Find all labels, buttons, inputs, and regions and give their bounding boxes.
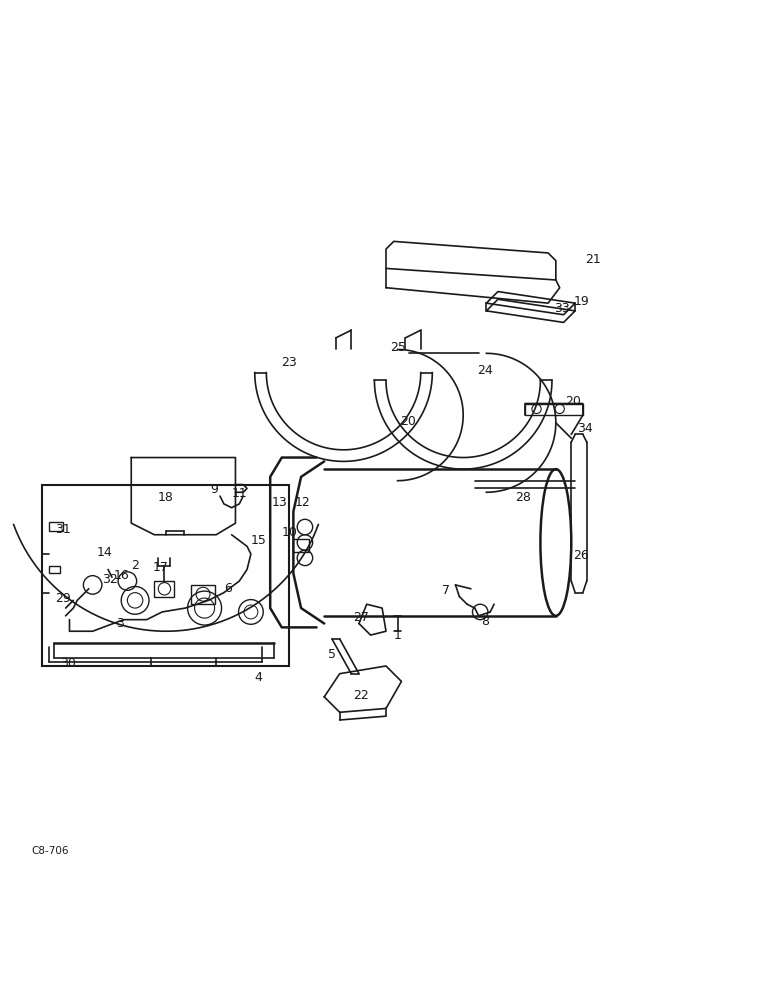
Text: 25: 25	[390, 341, 405, 354]
Text: 11: 11	[232, 487, 247, 500]
Text: 7: 7	[442, 584, 450, 597]
Text: 9: 9	[211, 483, 218, 496]
Text: 26: 26	[574, 549, 589, 562]
Text: 30: 30	[60, 657, 76, 670]
Text: 6: 6	[224, 582, 232, 595]
Text: 29: 29	[56, 592, 71, 605]
Text: 16: 16	[114, 569, 130, 582]
Bar	[293, 539, 309, 552]
Bar	[154, 581, 174, 596]
Bar	[49, 566, 60, 573]
Text: 14: 14	[96, 546, 112, 559]
Text: 32: 32	[102, 573, 117, 586]
Text: 3: 3	[116, 617, 124, 630]
Text: 31: 31	[56, 523, 71, 536]
Text: 23: 23	[282, 356, 297, 369]
Bar	[49, 522, 63, 531]
Text: 33: 33	[554, 302, 570, 315]
Text: 21: 21	[585, 253, 601, 266]
Text: 12: 12	[295, 496, 310, 509]
Text: 24: 24	[477, 364, 493, 377]
Text: 15: 15	[251, 534, 266, 547]
Text: 8: 8	[481, 615, 489, 628]
Text: 28: 28	[516, 491, 531, 504]
Text: 1: 1	[394, 629, 401, 642]
Text: 18: 18	[158, 491, 174, 504]
Text: 19: 19	[574, 295, 589, 308]
Text: 2: 2	[131, 559, 139, 572]
Text: 22: 22	[354, 689, 369, 702]
Text: 5: 5	[328, 648, 336, 661]
Text: 13: 13	[272, 496, 287, 509]
Text: 20: 20	[565, 395, 581, 408]
Text: 27: 27	[354, 611, 369, 624]
Text: 20: 20	[400, 415, 415, 428]
Text: 10: 10	[282, 526, 297, 539]
Text: 4: 4	[255, 671, 262, 684]
Bar	[42, 485, 290, 666]
Text: C8-706: C8-706	[31, 846, 69, 856]
Text: 34: 34	[577, 422, 593, 435]
Text: 17: 17	[153, 561, 168, 574]
Bar	[525, 403, 583, 415]
Bar	[191, 585, 215, 604]
